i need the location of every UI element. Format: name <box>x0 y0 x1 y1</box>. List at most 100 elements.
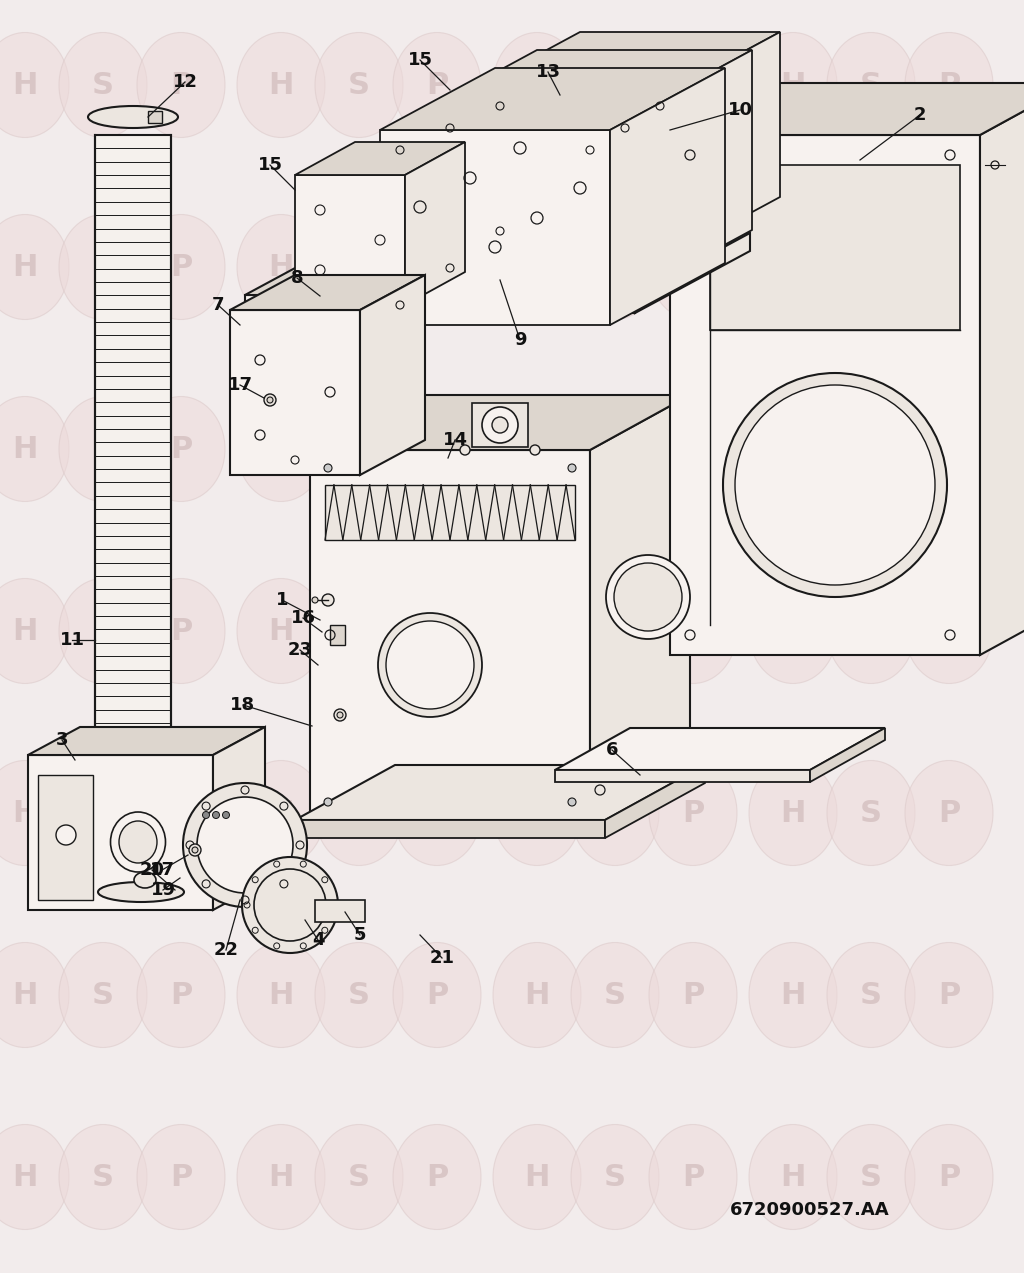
Ellipse shape <box>237 396 325 502</box>
Text: 14: 14 <box>442 432 468 449</box>
Text: H: H <box>268 980 294 1009</box>
Text: 4: 4 <box>311 931 325 948</box>
Text: S: S <box>604 1162 626 1192</box>
Bar <box>148 111 162 123</box>
Circle shape <box>482 407 518 443</box>
Ellipse shape <box>749 214 837 320</box>
Ellipse shape <box>237 1124 325 1230</box>
Polygon shape <box>430 108 645 288</box>
Ellipse shape <box>493 942 581 1048</box>
Text: 5: 5 <box>353 925 367 945</box>
Text: P: P <box>682 1162 705 1192</box>
Text: P: P <box>426 616 449 645</box>
Circle shape <box>460 446 470 454</box>
Ellipse shape <box>393 1124 481 1230</box>
Ellipse shape <box>137 760 225 866</box>
Ellipse shape <box>493 33 581 137</box>
Ellipse shape <box>59 396 147 502</box>
Text: 13: 13 <box>536 62 560 81</box>
Ellipse shape <box>0 33 69 137</box>
Polygon shape <box>480 32 780 87</box>
Ellipse shape <box>315 396 403 502</box>
Text: S: S <box>604 980 626 1009</box>
Circle shape <box>530 446 540 454</box>
Text: S: S <box>860 70 882 99</box>
Text: S: S <box>92 616 114 645</box>
Text: S: S <box>348 1162 370 1192</box>
Ellipse shape <box>493 760 581 866</box>
Text: H: H <box>524 1162 550 1192</box>
Text: H: H <box>524 798 550 827</box>
Circle shape <box>386 621 474 709</box>
Circle shape <box>595 785 605 796</box>
Ellipse shape <box>649 942 737 1048</box>
Text: S: S <box>604 70 626 99</box>
Text: P: P <box>170 70 193 99</box>
Text: P: P <box>682 980 705 1009</box>
Ellipse shape <box>137 578 225 684</box>
Ellipse shape <box>827 578 915 684</box>
Polygon shape <box>213 727 265 910</box>
Ellipse shape <box>0 760 69 866</box>
Text: S: S <box>92 70 114 99</box>
Ellipse shape <box>59 578 147 684</box>
Ellipse shape <box>827 214 915 320</box>
Circle shape <box>267 397 273 404</box>
Text: H: H <box>268 616 294 645</box>
Circle shape <box>568 798 575 806</box>
Text: 3: 3 <box>55 731 69 749</box>
Polygon shape <box>310 395 690 449</box>
Circle shape <box>334 709 346 721</box>
Circle shape <box>322 594 334 606</box>
Ellipse shape <box>749 1124 837 1230</box>
Ellipse shape <box>649 1124 737 1230</box>
Circle shape <box>735 384 935 586</box>
Ellipse shape <box>59 33 147 137</box>
Text: S: S <box>604 798 626 827</box>
Ellipse shape <box>571 578 659 684</box>
Polygon shape <box>555 728 885 770</box>
Text: H: H <box>12 798 38 827</box>
Text: S: S <box>604 252 626 281</box>
Ellipse shape <box>0 214 69 320</box>
Text: 17: 17 <box>150 861 174 878</box>
Polygon shape <box>810 728 885 782</box>
Polygon shape <box>710 165 961 330</box>
Polygon shape <box>315 900 365 922</box>
Ellipse shape <box>905 33 993 137</box>
Text: S: S <box>604 434 626 463</box>
Ellipse shape <box>493 1124 581 1230</box>
Ellipse shape <box>493 578 581 684</box>
Text: H: H <box>268 252 294 281</box>
Text: P: P <box>938 980 961 1009</box>
Ellipse shape <box>749 578 837 684</box>
Text: P: P <box>938 1162 961 1192</box>
Polygon shape <box>605 765 705 838</box>
Ellipse shape <box>649 396 737 502</box>
Polygon shape <box>28 755 213 910</box>
Text: 20: 20 <box>139 861 165 878</box>
Polygon shape <box>230 275 425 311</box>
Ellipse shape <box>571 33 659 137</box>
Circle shape <box>189 844 201 855</box>
Ellipse shape <box>59 214 147 320</box>
Ellipse shape <box>905 760 993 866</box>
Ellipse shape <box>237 578 325 684</box>
Text: 15: 15 <box>257 157 283 174</box>
Polygon shape <box>325 485 575 540</box>
Polygon shape <box>406 143 465 306</box>
Text: P: P <box>938 252 961 281</box>
Circle shape <box>56 825 76 845</box>
Text: S: S <box>860 434 882 463</box>
Text: 19: 19 <box>151 881 175 899</box>
Text: 2: 2 <box>913 106 927 123</box>
Text: H: H <box>780 1162 806 1192</box>
Polygon shape <box>245 295 635 313</box>
Polygon shape <box>295 143 465 174</box>
Ellipse shape <box>827 33 915 137</box>
Ellipse shape <box>905 942 993 1048</box>
Text: S: S <box>348 798 370 827</box>
Circle shape <box>183 783 307 906</box>
Text: H: H <box>780 70 806 99</box>
Text: 22: 22 <box>213 941 239 959</box>
